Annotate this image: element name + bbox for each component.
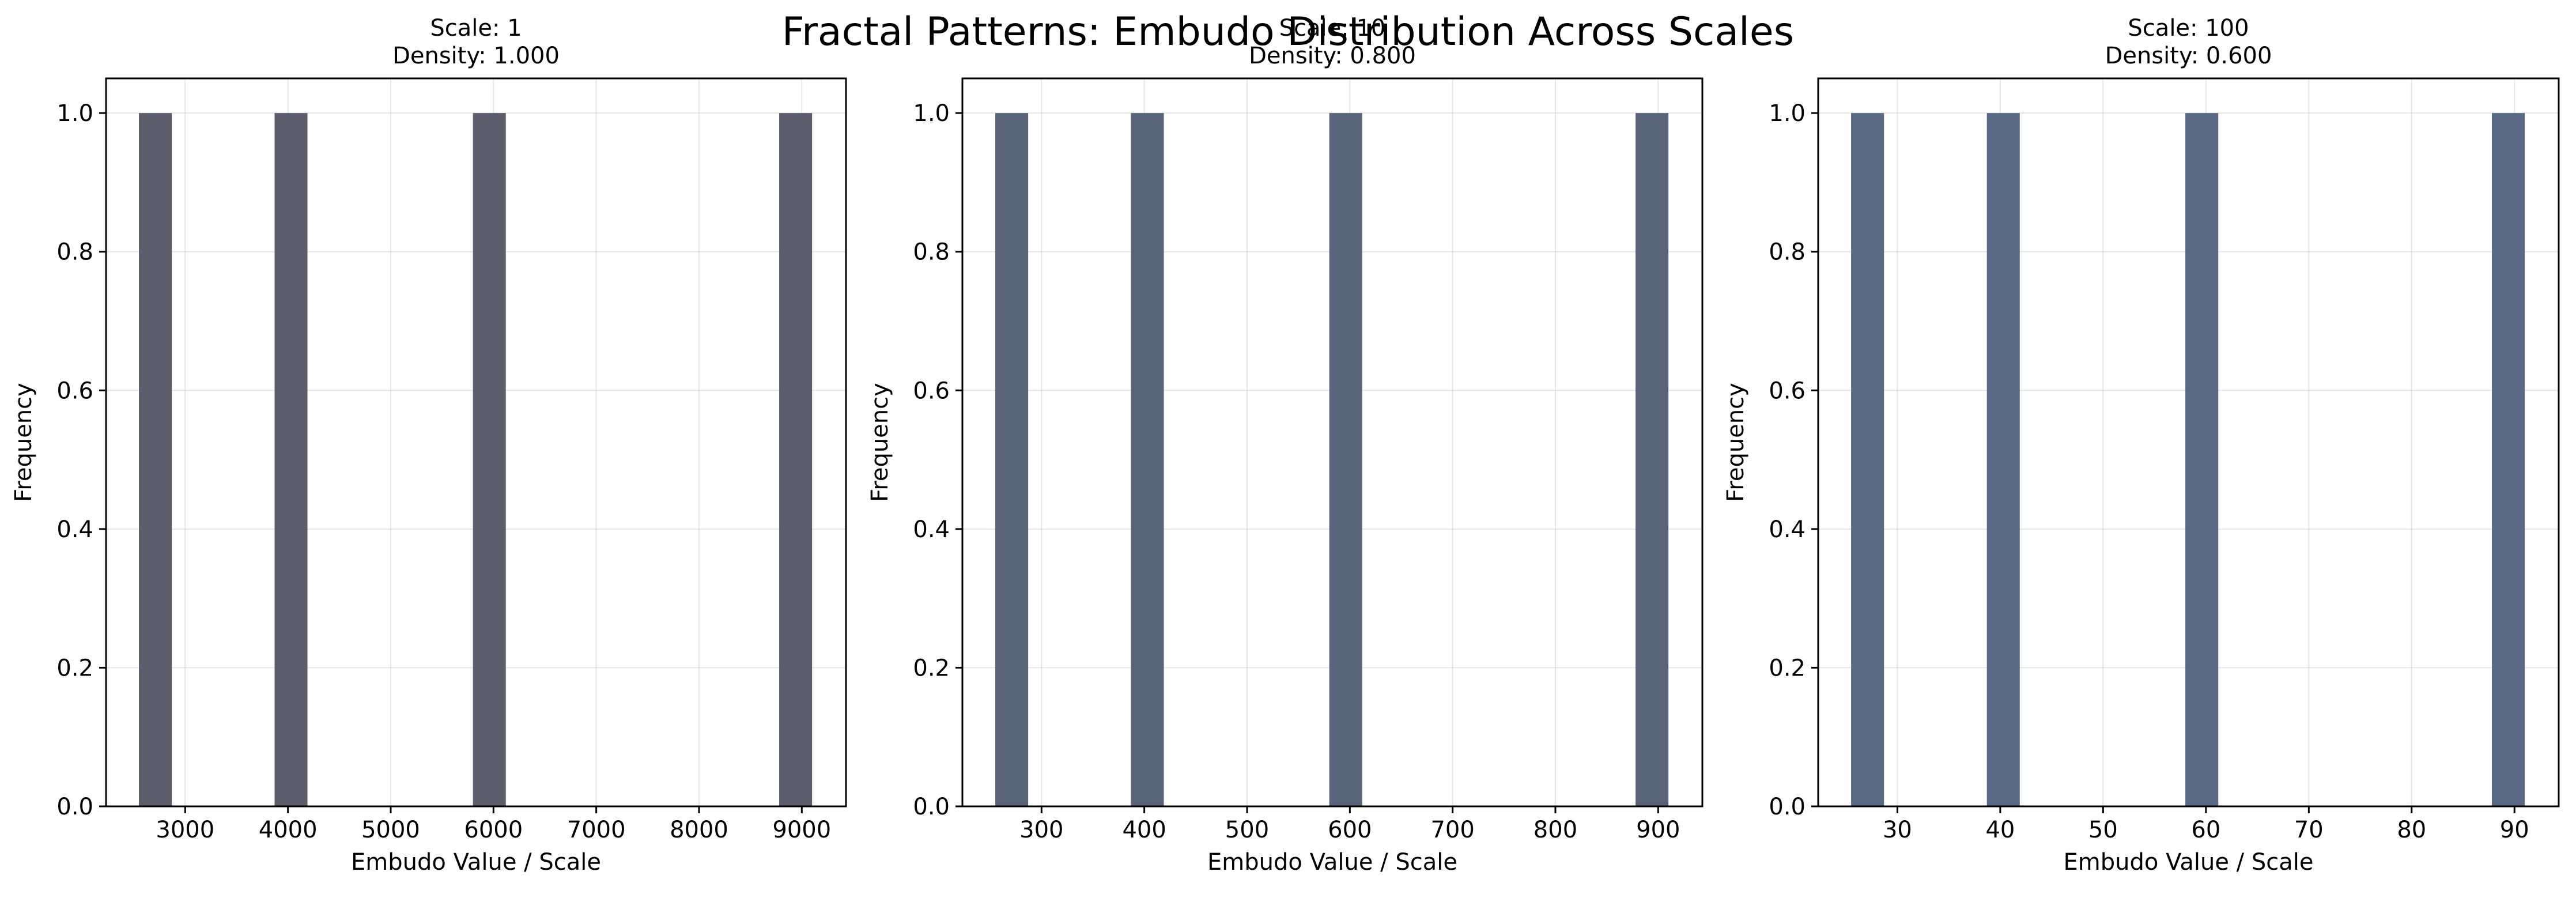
y-tick-label: 0.2 xyxy=(913,655,950,681)
x-tick-label: 4000 xyxy=(259,817,318,843)
x-tick-label: 90 xyxy=(2500,817,2529,843)
y-tick-label: 0.0 xyxy=(913,794,950,820)
subplot-title-scale: Scale: 100 xyxy=(2128,15,2249,41)
subplot-2: 300 400 500 600 700 800 900 0.0 0.2 0.4 0.6 0.8 1.0 E… xyxy=(867,15,1704,876)
y-tick-label: 1.0 xyxy=(56,100,93,127)
y-tick-label: 1.0 xyxy=(1769,100,1806,127)
histogram-bar xyxy=(1636,113,1669,807)
histogram-bar xyxy=(274,113,308,807)
y-tick-label: 0.8 xyxy=(56,239,93,266)
subplot-3: 30 40 50 60 70 80 90 0.0 0.2 0.4 0.6 0.8 1.0 Embudo V… xyxy=(1723,15,2560,876)
axes-frame xyxy=(105,77,847,808)
histogram-bar xyxy=(139,113,172,807)
x-tick-label: 600 xyxy=(1328,817,1372,843)
y-tick-label: 0.4 xyxy=(1769,516,1806,543)
figure-suptitle: Fractal Patterns: Embudo Distribution Ac… xyxy=(782,9,1794,55)
histogram-bar xyxy=(2491,113,2525,807)
x-tick-label: 3000 xyxy=(156,817,214,843)
histogram-bar xyxy=(473,113,506,807)
subplot-title-scale: Scale: 10 xyxy=(1279,15,1386,41)
x-tick-label: 700 xyxy=(1430,817,1474,843)
x-tick-label: 8000 xyxy=(670,817,728,843)
y-tick-label: 0.4 xyxy=(913,516,950,543)
y-tick-label: 0.8 xyxy=(1769,239,1806,266)
x-tick-label: 70 xyxy=(2294,817,2324,843)
histogram-bar xyxy=(779,113,813,807)
x-tick-label: 7000 xyxy=(567,817,626,843)
subplot-title-scale: Scale: 1 xyxy=(430,15,522,41)
x-tick-label: 50 xyxy=(2088,817,2118,843)
subplots: 3000 4000 5000 6000 7000 8000 9000 0.0 0.2 0.4 0.6… xyxy=(10,15,2560,876)
x-tick-label: 9000 xyxy=(772,817,831,843)
y-tick-label: 0.0 xyxy=(56,794,93,820)
y-axis-label: Frequency xyxy=(1723,383,1749,502)
histogram-bar xyxy=(995,113,1029,807)
x-axis-label: Embudo Value / Scale xyxy=(351,849,601,876)
y-axis-label: Frequency xyxy=(10,383,37,502)
x-tick-label: 800 xyxy=(1533,817,1577,843)
x-tick-label: 900 xyxy=(1636,817,1680,843)
x-tick-label: 6000 xyxy=(464,817,523,843)
histogram-bar xyxy=(1851,113,1884,807)
y-tick-label: 0.6 xyxy=(56,378,93,404)
histogram-bar xyxy=(2185,113,2219,807)
x-axis-label: Embudo Value / Scale xyxy=(1207,849,1457,876)
subplot-title-density: Density: 0.800 xyxy=(1249,43,1416,69)
y-tick-label: 0.2 xyxy=(56,655,93,681)
x-tick-label: 300 xyxy=(1019,817,1063,843)
x-tick-label: 500 xyxy=(1225,817,1269,843)
axes-frame xyxy=(961,77,1704,808)
x-tick-label: 400 xyxy=(1122,817,1166,843)
x-tick-label: 30 xyxy=(1883,817,1912,843)
y-axis-label: Frequency xyxy=(867,383,893,502)
x-tick-label: 40 xyxy=(1985,817,2015,843)
subplot-1: 3000 4000 5000 6000 7000 8000 9000 0.0 0.2 0.4 0.6… xyxy=(10,15,847,876)
y-tick-label: 1.0 xyxy=(913,100,950,127)
histogram-bar xyxy=(1329,113,1362,807)
y-tick-label: 0.8 xyxy=(913,239,950,266)
x-axis-label: Embudo Value / Scale xyxy=(2064,849,2314,876)
subplot-title-density: Density: 0.600 xyxy=(2105,43,2272,69)
y-tick-label: 0.4 xyxy=(56,516,93,543)
x-tick-label: 60 xyxy=(2191,817,2220,843)
x-tick-label: 80 xyxy=(2397,817,2426,843)
x-tick-label: 5000 xyxy=(361,817,420,843)
y-tick-label: 0.2 xyxy=(1769,655,1806,681)
histogram-bar xyxy=(1986,113,2020,807)
y-tick-label: 0.0 xyxy=(1769,794,1806,820)
y-tick-label: 0.6 xyxy=(1769,378,1806,404)
y-tick-label: 0.6 xyxy=(913,378,950,404)
subplot-title-density: Density: 1.000 xyxy=(392,43,560,69)
histogram-bar xyxy=(1131,113,1164,807)
axes-frame xyxy=(1817,77,2560,808)
